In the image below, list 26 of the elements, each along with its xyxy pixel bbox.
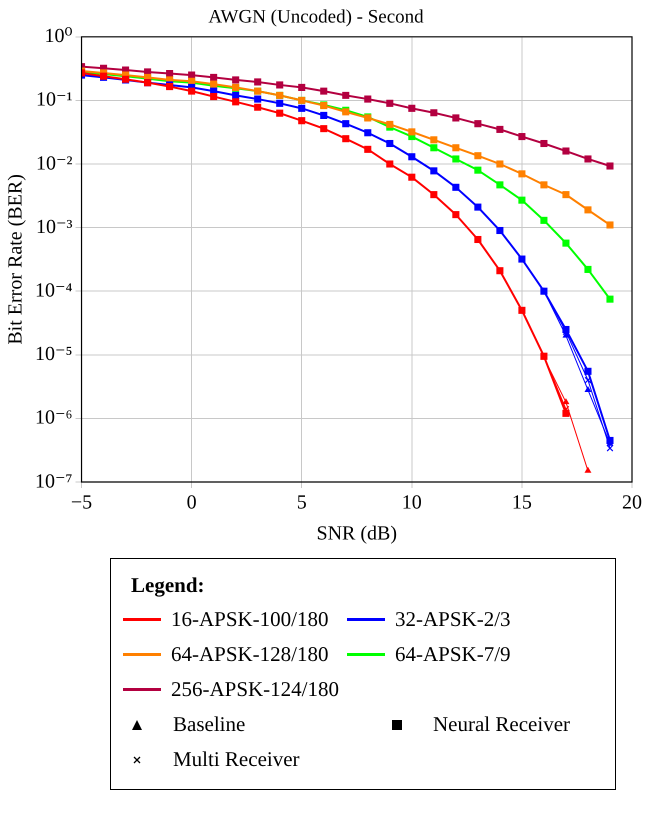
x-tick-label: 0 xyxy=(186,491,197,514)
text: Baseline xyxy=(173,712,246,737)
y-tick-label: 10⁻³ xyxy=(36,216,73,238)
legend-label: 64-APSK-128/180 xyxy=(171,642,329,667)
y-axis-title: Bit Error Rate (BER) xyxy=(4,174,26,345)
text: Neural Receiver xyxy=(433,712,570,737)
x-tick-label: 15 xyxy=(512,491,532,514)
legend-label: 64-APSK-7/9 xyxy=(395,642,511,667)
y-tick-label: 10⁻² xyxy=(36,152,73,174)
x-axis-title: SNR (dB) xyxy=(316,522,398,544)
y-tick-label: 10⁻⁴ xyxy=(35,279,73,302)
x-tick-label: −5 xyxy=(70,491,92,514)
text: Multi Receiver xyxy=(173,747,300,772)
y-tick-label: 10⁻¹ xyxy=(36,88,73,111)
y-tick-label: 10⁻⁵ xyxy=(35,343,73,366)
chart-title: AWGN (Uncoded) - Second xyxy=(208,6,424,28)
x-tick-label: 5 xyxy=(296,491,307,514)
legend-label: 256-APSK-124/180 xyxy=(171,677,340,702)
legend-label: 16-APSK-100/180 xyxy=(171,607,329,632)
y-tick-label: 10⁻⁶ xyxy=(35,406,73,429)
legend-title: Legend: xyxy=(131,573,206,598)
x-tick-label: 20 xyxy=(622,491,642,514)
y-tick-label: 10⁰ xyxy=(44,25,73,48)
x-tick-label: 10 xyxy=(402,491,422,514)
y-tick-label: 10⁻⁷ xyxy=(35,470,73,492)
legend-label: 32-APSK-2/3 xyxy=(395,607,511,632)
